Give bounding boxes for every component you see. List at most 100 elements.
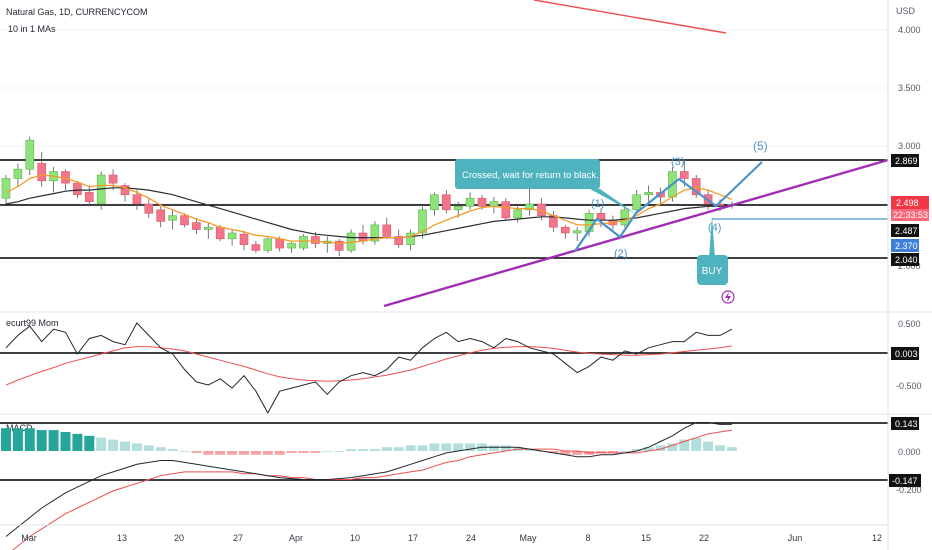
macd-histogram-bar [12, 428, 23, 451]
candle [370, 224, 380, 242]
macd-lower-pill: -0.147 [889, 474, 921, 487]
time-axis-label: 20 [174, 533, 184, 543]
svg-text:2.040: 2.040 [895, 255, 918, 265]
macd-histogram-bar [72, 433, 83, 451]
time-axis[interactable]: Mar 13 20 27 Apr 10 17 24 May 8 15 22 Jun 12 [21, 533, 882, 543]
candle [144, 203, 154, 214]
time-axis-label: 22 [699, 533, 709, 543]
time-axis-label: Mar [21, 533, 37, 543]
time-axis-label: 17 [408, 533, 418, 543]
candle [311, 236, 320, 244]
candle [501, 201, 511, 219]
support-pill: 2.040 [891, 253, 919, 266]
support-trendline[interactable] [383, 158, 889, 308]
macd-histogram-bar [250, 451, 261, 455]
candle [37, 163, 47, 182]
candle [263, 238, 273, 251]
ma-value-pill: 2.487 [891, 224, 919, 237]
macd-histogram-bar [488, 445, 499, 451]
candle [489, 201, 499, 207]
time-axis-label: 27 [233, 533, 243, 543]
macd-histogram-bar [131, 443, 142, 451]
red-trendline[interactable] [533, 0, 727, 34]
osc-title: ecurt99 Mom [6, 318, 59, 328]
macd-histogram-bar [596, 451, 606, 453]
candle [620, 209, 630, 226]
svg-text:0.003: 0.003 [895, 349, 918, 359]
candle [453, 206, 463, 211]
candle [382, 224, 392, 237]
lightning-icon[interactable] [721, 290, 735, 304]
macd-title: MACD [6, 423, 33, 433]
macd-histogram-bar [572, 451, 583, 455]
time-axis-label: 12 [872, 533, 882, 543]
macd-histogram-bar [369, 449, 380, 451]
macd-histogram-bar [358, 449, 368, 451]
macd-histogram-bar [429, 443, 440, 451]
macd-histogram-bar [239, 451, 249, 455]
candle [679, 171, 689, 179]
candle [239, 233, 249, 245]
price-tick-3000: 3.000 [898, 141, 921, 151]
candle [156, 209, 165, 222]
macd-histogram-bar [417, 445, 428, 451]
candle [287, 243, 296, 249]
macd-histogram-bar [96, 437, 107, 451]
macd-histogram-bar [24, 428, 35, 451]
macd-histogram-bar [715, 445, 725, 451]
candles [1, 136, 737, 257]
macd-histogram-bar [191, 451, 202, 453]
candle [251, 244, 261, 251]
current-price-pill: 2.498 22:33:53 [891, 196, 929, 221]
candle [215, 226, 225, 240]
indicator-title: 10 in 1 MAs [8, 24, 56, 34]
macd-histogram-bar [274, 451, 285, 455]
svg-text:2.370: 2.370 [895, 241, 918, 251]
candle [73, 182, 82, 196]
macd-histogram-bar [120, 441, 130, 451]
macd-histogram-bar [203, 451, 214, 455]
macd-histogram-bar [441, 443, 452, 451]
candle [180, 215, 189, 226]
macd-histogram-bar [679, 439, 690, 451]
svg-text:0.143: 0.143 [895, 419, 918, 429]
macd-histogram-bar [167, 449, 178, 451]
macd-histogram-bar [48, 430, 59, 451]
candle [204, 226, 213, 230]
callout-text: Crossed, wait for return to black. [462, 170, 599, 181]
candle [644, 192, 653, 196]
buy-marker[interactable]: BUY [697, 216, 728, 285]
macd-histogram-bar [607, 451, 618, 453]
macd-histogram-bar [60, 432, 71, 451]
candle [691, 178, 701, 196]
macd-histogram-bar [286, 451, 297, 453]
osc-zero-pill: 0.003 [891, 347, 919, 360]
candle [120, 185, 130, 196]
candle [275, 238, 285, 249]
candle [25, 139, 35, 170]
svg-text:22:33:53: 22:33:53 [893, 210, 928, 220]
macd-histogram-bar [703, 441, 714, 451]
momentum-line [5, 322, 733, 414]
macd-histogram-bar [453, 443, 464, 451]
macd-histogram-bar [667, 443, 678, 451]
time-axis-label: 24 [466, 533, 476, 543]
candle [168, 215, 177, 221]
buy-label: BUY [702, 266, 723, 277]
candle [227, 232, 237, 240]
macd-histogram [1, 428, 737, 455]
macd-histogram-bar [655, 445, 666, 451]
macd-histogram-bar [262, 451, 273, 455]
macd-histogram-bar [393, 447, 404, 451]
macd-histogram-bar [1, 428, 11, 451]
macd-tick-neg: -0.200 [896, 485, 922, 495]
svg-text:2.869: 2.869 [895, 156, 918, 166]
elliott-wave-path[interactable] [574, 161, 763, 252]
time-axis-label: 10 [350, 533, 360, 543]
candle [334, 240, 344, 251]
osc-tick-neg: -0.500 [896, 381, 922, 391]
candle [418, 209, 427, 234]
wave-label-5: (5) [753, 139, 768, 153]
callout[interactable]: Crossed, wait for return to black. [455, 159, 636, 214]
